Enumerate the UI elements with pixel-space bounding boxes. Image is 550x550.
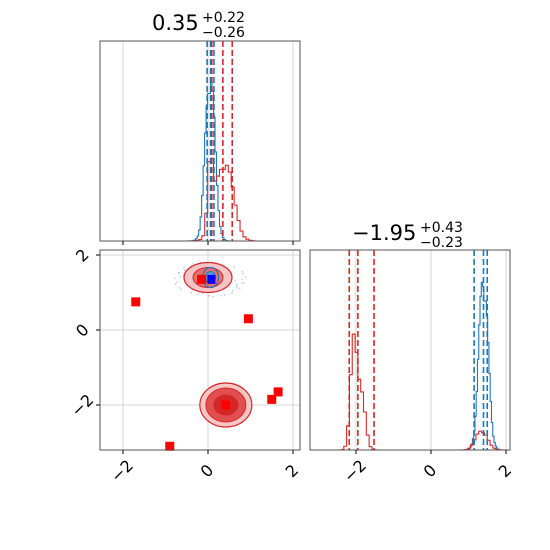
joint-sample-point-10 xyxy=(223,293,226,296)
title-param2-plus: +0.43 xyxy=(420,220,463,236)
joint-sample-point-29 xyxy=(241,270,244,273)
joint-sample-point-67 xyxy=(178,286,181,289)
marginal2-xtick-label-0: −2 xyxy=(340,456,370,486)
joint-sample-point-17 xyxy=(173,277,176,280)
joint-xtick-label-2: 2 xyxy=(282,461,303,482)
joint-sample-point-68 xyxy=(241,282,243,284)
joint-sample-point-51 xyxy=(179,275,182,278)
joint-marker-red-0 xyxy=(131,297,141,307)
title-param2-value: −1.95 xyxy=(352,221,416,245)
marginal2-xtick-label-1: 0 xyxy=(420,461,441,482)
joint-xtick-label-0: −2 xyxy=(107,456,137,486)
joint-sample-point-63 xyxy=(241,272,244,275)
joint-sample-point-56 xyxy=(182,266,185,269)
joint-sample-point-5 xyxy=(236,286,238,289)
marginal2-xtick-label-2: 2 xyxy=(495,461,516,482)
title-param1: 0.35 xyxy=(152,11,199,35)
joint-sample-point-18 xyxy=(232,289,234,292)
joint-sample-point-28 xyxy=(197,292,200,295)
joint-marker-red-5 xyxy=(273,387,283,397)
joint-marker-blue-0 xyxy=(207,274,216,284)
marginal1-frame xyxy=(99,40,301,242)
joint-sample-point-25 xyxy=(174,283,177,286)
joint-sample-point-47 xyxy=(235,283,238,285)
joint-sample-point-49 xyxy=(201,292,204,295)
marginal-plot-param2: −2 0 2 xyxy=(309,249,516,486)
joint-sample-point-59 xyxy=(176,281,179,284)
joint-sample-point-60 xyxy=(238,287,241,290)
joint-marker-red-4 xyxy=(267,394,277,404)
joint-frame xyxy=(99,249,301,451)
joint-sample-point-37 xyxy=(233,266,236,269)
title-param2-minus: −0.23 xyxy=(420,235,463,251)
marginal2-frame xyxy=(309,249,511,451)
joint-sample-point-41 xyxy=(190,291,193,294)
joint-ytick-label-1: 0 xyxy=(72,320,93,341)
joint-sample-point-13 xyxy=(242,282,245,285)
joint-sample-point-22 xyxy=(183,269,186,272)
title-param1-value: 0.35 xyxy=(152,11,199,35)
joint-sample-point-26 xyxy=(235,284,238,287)
joint-marker-red-1 xyxy=(197,274,207,284)
marginal-plot-param1 xyxy=(99,40,301,245)
title-param1-minus: −0.26 xyxy=(202,25,245,41)
title-param1-plus: +0.22 xyxy=(202,10,245,26)
joint-sample-point-2 xyxy=(212,295,215,298)
joint-plot-param1-param2: −2 0 2 −2 0 2 xyxy=(67,245,302,486)
joint-xtick-label-1: 0 xyxy=(197,461,218,482)
joint-marker-red-6 xyxy=(165,441,175,451)
joint-marker-red-2 xyxy=(243,314,253,324)
joint-sample-point-52 xyxy=(231,292,234,295)
joint-ytick-label-0: −2 xyxy=(67,390,97,420)
joint-sample-point-44 xyxy=(220,294,223,297)
joint-sample-point-48 xyxy=(192,262,195,265)
joint-sample-point-21 xyxy=(244,276,247,279)
marginal2-hist-blue xyxy=(464,281,501,451)
joint-sample-point-36 xyxy=(208,295,211,297)
joint-sample-point-64 xyxy=(177,271,180,274)
joint-ytick-label-2: 2 xyxy=(72,245,93,266)
joint-sample-point-34 xyxy=(234,279,236,282)
joint-sample-point-55 xyxy=(241,278,244,281)
joint-marker-red-3 xyxy=(221,400,231,410)
joint-sample-point-33 xyxy=(180,288,183,291)
